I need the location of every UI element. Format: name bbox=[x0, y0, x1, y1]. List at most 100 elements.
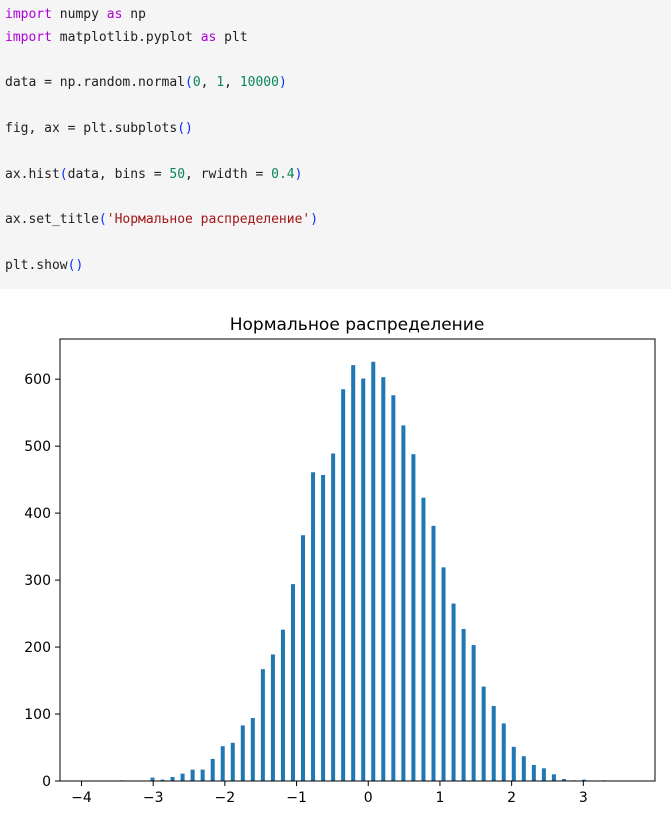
histogram-bar bbox=[481, 686, 486, 781]
histogram-bar bbox=[501, 723, 506, 781]
code-token: plt.show bbox=[5, 257, 68, 273]
x-tick-label: −1 bbox=[286, 790, 307, 806]
histogram-bar bbox=[180, 773, 185, 781]
code-token: data = np.random.normal bbox=[5, 75, 186, 91]
code-token: import bbox=[5, 29, 52, 45]
code-token: plt bbox=[216, 29, 248, 45]
x-tick-label: 3 bbox=[579, 790, 588, 806]
y-tick-label: 100 bbox=[24, 707, 51, 723]
x-tick-label: −3 bbox=[143, 790, 164, 806]
histogram-bar bbox=[582, 779, 587, 781]
code-token: ax.hist bbox=[5, 166, 60, 182]
code-token: ) bbox=[278, 75, 287, 91]
histogram-bar bbox=[260, 669, 265, 781]
histogram-bar bbox=[521, 756, 526, 781]
bars-group bbox=[120, 361, 607, 781]
histogram-bar bbox=[351, 365, 356, 781]
code-token: , rwidth = bbox=[185, 166, 272, 182]
histogram-bar bbox=[401, 425, 406, 781]
code-token: ( bbox=[59, 166, 68, 182]
histogram-bar bbox=[170, 776, 175, 781]
code-token: np bbox=[122, 7, 146, 22]
x-tick-label: −2 bbox=[215, 790, 236, 806]
code-line-blank bbox=[5, 186, 671, 209]
histogram-bar bbox=[311, 472, 316, 781]
code-token: ax.set_title bbox=[5, 212, 99, 228]
x-tick-label: 2 bbox=[507, 790, 516, 806]
x-axis: −4 −3 −2 −1 0 1 2 3 bbox=[71, 781, 588, 806]
histogram-bar bbox=[451, 603, 456, 781]
histogram-bar bbox=[240, 725, 245, 781]
code-token: as bbox=[106, 7, 123, 22]
histogram-bar bbox=[190, 769, 195, 781]
code-token: import bbox=[5, 7, 52, 22]
code-token: ( bbox=[98, 212, 107, 228]
y-axis: 0 100 200 300 400 500 600 bbox=[24, 372, 60, 790]
code-token: data, bins = bbox=[67, 166, 170, 182]
code-token: ) bbox=[310, 212, 319, 228]
histogram-bar bbox=[361, 378, 366, 781]
histogram-bar bbox=[150, 777, 155, 781]
code-token: fig, ax = plt.subplots bbox=[5, 120, 178, 136]
code-token: , bbox=[224, 75, 240, 91]
histogram-bar bbox=[551, 774, 556, 781]
y-tick-label: 200 bbox=[24, 640, 51, 656]
histogram-bar bbox=[491, 705, 496, 781]
chart-title: Нормальное распределение bbox=[230, 315, 485, 335]
code-token: 1 bbox=[216, 75, 225, 91]
histogram-bar bbox=[160, 779, 165, 781]
histogram-bar bbox=[511, 746, 516, 781]
code-token: matplotlib.pyplot bbox=[51, 29, 201, 45]
histogram-bar bbox=[461, 628, 466, 781]
code-token: 'Нормальное распределение' bbox=[106, 212, 311, 228]
y-tick-label: 600 bbox=[24, 372, 51, 388]
histogram-bar bbox=[230, 742, 235, 781]
x-tick-label: −4 bbox=[71, 790, 92, 806]
code-line-7: plt.show() bbox=[5, 255, 671, 278]
histogram-bar bbox=[210, 758, 215, 781]
histogram-bar bbox=[331, 453, 336, 781]
code-line-2: import matplotlib.pyplot as plt bbox=[5, 27, 671, 50]
code-token: numpy bbox=[51, 7, 107, 22]
histogram-bar bbox=[371, 361, 376, 781]
code-line-blank bbox=[5, 141, 671, 164]
code-token: () bbox=[67, 257, 84, 273]
code-token: 10000 bbox=[239, 75, 279, 91]
histogram-bar bbox=[220, 746, 225, 781]
y-tick-label: 0 bbox=[42, 774, 51, 790]
code-token: 0 bbox=[192, 75, 201, 91]
histogram-bar bbox=[250, 718, 255, 781]
code-token: () bbox=[177, 120, 193, 136]
y-tick-label: 300 bbox=[24, 573, 51, 589]
plot-frame bbox=[59, 338, 656, 782]
code-token: 0.4 bbox=[271, 166, 295, 182]
code-line-blank bbox=[5, 95, 671, 118]
histogram-bar bbox=[541, 768, 546, 781]
histogram-bar bbox=[531, 764, 536, 781]
histogram-bar bbox=[411, 454, 416, 781]
code-token: , bbox=[200, 75, 217, 91]
histogram-bar bbox=[441, 567, 446, 781]
histogram-bar bbox=[321, 474, 326, 781]
x-tick-label: 0 bbox=[364, 790, 373, 806]
histogram-bar bbox=[391, 395, 396, 781]
y-tick-label: 400 bbox=[24, 506, 51, 522]
code-token: ( bbox=[185, 75, 193, 91]
y-tick-label: 500 bbox=[24, 439, 51, 455]
histogram-bar bbox=[561, 778, 566, 781]
code-token: as bbox=[200, 29, 217, 45]
code-line-blank bbox=[5, 50, 671, 73]
code-line-4: fig, ax = plt.subplots() bbox=[5, 118, 671, 141]
histogram-chart: Нормальное распределение 0 100 200 300 400 50… bbox=[24, 315, 656, 806]
histogram-bar bbox=[431, 525, 436, 781]
histogram-bar bbox=[270, 654, 275, 781]
code-line-3: data = np.random.normal(0, 1, 10000) bbox=[5, 72, 671, 95]
x-tick-label: 1 bbox=[435, 790, 444, 806]
code-token: ) bbox=[294, 166, 303, 182]
code-cell[interactable]: import numpy as np import matplotlib.pyp… bbox=[0, 0, 671, 289]
code-token: 50 bbox=[169, 166, 186, 182]
code-line-blank bbox=[5, 232, 671, 255]
code-line-5: ax.hist(data, bins = 50, rwidth = 0.4) bbox=[5, 164, 671, 187]
histogram-bar bbox=[421, 497, 426, 781]
code-line-1: import numpy as np bbox=[5, 4, 671, 27]
